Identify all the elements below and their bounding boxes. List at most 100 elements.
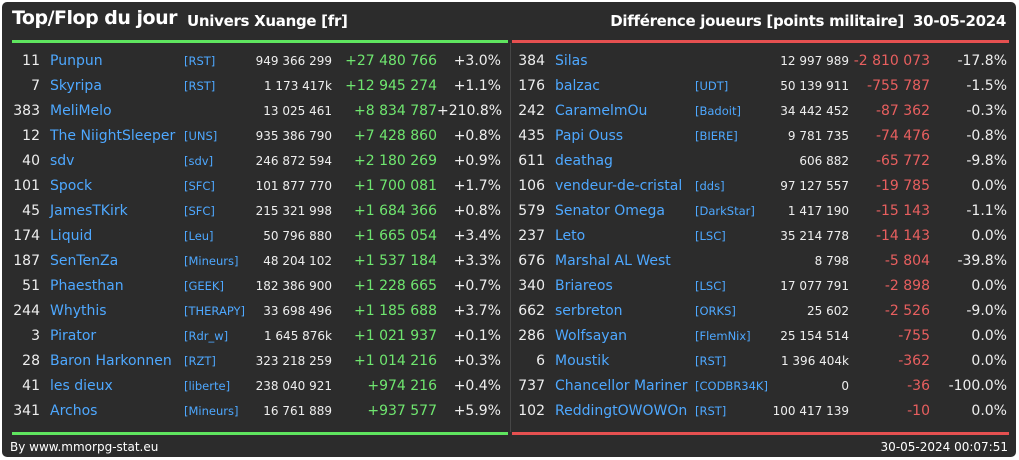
rank-cell: 676 [518, 253, 545, 269]
player-name-link[interactable]: Chancellor Mariner [555, 378, 688, 394]
alliance-tag-link[interactable]: [Badoit] [695, 104, 741, 118]
diff-cell: -362 [898, 353, 930, 369]
alliance-tag-link[interactable]: [CODBR34K] [695, 379, 768, 393]
top-row: 51 Phaesthan [GEEK] 182 386 900 +1 228 665 +0… [2, 274, 507, 299]
rank-cell: 435 [518, 128, 545, 144]
player-name-link[interactable]: vendeur-de-cristal [555, 178, 683, 194]
alliance-tag-link[interactable]: [dds] [695, 179, 725, 193]
points-cell: 17 077 791 [780, 279, 849, 293]
percent-cell: -100.0% [948, 378, 1007, 394]
diff-cell: -2 810 073 [853, 53, 930, 69]
top-row: 187 SenTenZa [Mineurs] 48 204 102 +1 537 184… [2, 249, 507, 274]
alliance-tag-link[interactable]: [Leu] [184, 229, 214, 243]
rank-cell: 341 [13, 403, 40, 419]
alliance-tag-link[interactable]: [LSC] [695, 279, 726, 293]
rank-cell: 237 [518, 228, 545, 244]
alliance-tag-link[interactable]: [Mineurs] [184, 254, 239, 268]
points-cell: 323 218 259 [255, 354, 332, 368]
alliance-tag-link[interactable]: [SFC] [184, 179, 215, 193]
player-name-link[interactable]: Wolfsayan [555, 328, 628, 344]
flop-row: 737 Chancellor Mariner [CODBR34K] 0 -36 -100.… [507, 374, 1012, 399]
alliance-tag-link[interactable]: [SFC] [184, 204, 215, 218]
alliance-tag-link[interactable]: [UDT] [695, 79, 729, 93]
rank-cell: 102 [518, 403, 545, 419]
diff-cell: +937 577 [367, 403, 437, 419]
player-name-link[interactable]: Punpun [50, 53, 103, 69]
alliance-tag-link[interactable]: [liberte] [184, 379, 231, 393]
player-name-link[interactable]: Moustik [555, 353, 610, 369]
player-name-link[interactable]: Papi Ouss [555, 128, 624, 144]
rank-cell: 611 [518, 153, 545, 169]
points-cell: 25 602 [807, 304, 849, 318]
points-cell: 949 366 299 [255, 54, 332, 68]
player-name-link[interactable]: The NiightSleeper [50, 128, 176, 144]
credit-link[interactable]: By www.mmorpg-stat.eu [10, 440, 159, 454]
top-row: 12 The NiightSleeper [UNS] 935 386 790 +7 42… [2, 124, 507, 149]
alliance-tag-link[interactable]: [LSC] [695, 229, 726, 243]
percent-cell: +3.4% [453, 228, 501, 244]
player-name-link[interactable]: Leto [555, 228, 586, 244]
player-name-link[interactable]: serbreton [555, 303, 623, 319]
player-name-link[interactable]: Skyripa [50, 78, 102, 94]
player-name-link[interactable]: MeliMelo [50, 103, 112, 119]
player-name-link[interactable]: Senator Omega [555, 203, 665, 219]
player-name-link[interactable]: Liquid [50, 228, 93, 244]
player-name-link[interactable]: Phaesthan [50, 278, 124, 294]
top-row: 341 Archos [Mineurs] 16 761 889 +937 577 +5.9… [2, 399, 507, 424]
flop-row: 611 deathag 606 882 -65 772 -9.8% [507, 149, 1012, 174]
player-name-link[interactable]: CaramelmOu [555, 103, 648, 119]
points-cell: 935 386 790 [255, 129, 332, 143]
player-name-link[interactable]: Marshal AL West [555, 253, 671, 269]
top-row: 28 Baron Harkonnen [RZT] 323 218 259 +1 014 … [2, 349, 507, 374]
player-name-link[interactable]: Archos [50, 403, 98, 419]
player-name-link[interactable]: balzac [555, 78, 600, 94]
alliance-tag-link[interactable]: [RST] [695, 354, 727, 368]
top-row: 41 les dieux [liberte] 238 040 921 +974 216 +… [2, 374, 507, 399]
player-name-link[interactable]: Spock [50, 178, 93, 194]
alliance-tag-link[interactable]: [FlemNix] [695, 329, 751, 343]
alliance-tag-link[interactable]: [BIERE] [695, 129, 738, 143]
alliance-tag-link[interactable]: [UNS] [184, 129, 218, 143]
points-cell: 25 154 514 [780, 329, 849, 343]
player-name-link[interactable]: Baron Harkonnen [50, 353, 172, 369]
flop-row: 237 Leto [LSC] 35 214 778 -14 143 0.0% [507, 224, 1012, 249]
player-name-link[interactable]: Whythis [50, 303, 107, 319]
rank-cell: 45 [22, 203, 40, 219]
rank-cell: 242 [518, 103, 545, 119]
alliance-tag-link[interactable]: [RZT] [184, 354, 216, 368]
player-name-link[interactable]: Briareos [555, 278, 613, 294]
rank-cell: 737 [518, 378, 545, 394]
points-cell: 48 204 102 [263, 254, 332, 268]
alliance-tag-link[interactable]: [DarkStar] [695, 204, 755, 218]
alliance-tag-link[interactable]: [RST] [184, 54, 216, 68]
player-name-link[interactable]: sdv [50, 153, 75, 169]
points-cell: 97 127 557 [780, 179, 849, 193]
player-name-link[interactable]: deathag [555, 153, 613, 169]
player-name-link[interactable]: ReddingtOWOWOn [555, 403, 688, 419]
alliance-tag-link[interactable]: [sdv] [184, 154, 214, 168]
diff-cell: -74 476 [875, 128, 930, 144]
percent-cell: 0.0% [971, 403, 1007, 419]
player-name-link[interactable]: JamesTKirk [50, 203, 128, 219]
points-cell: 34 442 452 [780, 104, 849, 118]
player-name-link[interactable]: les dieux [50, 378, 113, 394]
alliance-tag-link[interactable]: [Mineurs] [184, 404, 239, 418]
diff-cell: -15 143 [875, 203, 930, 219]
alliance-tag-link[interactable]: [ORKS] [695, 304, 736, 318]
rank-cell: 41 [22, 378, 40, 394]
player-name-link[interactable]: Pirator [50, 328, 97, 344]
diff-cell: +974 216 [367, 378, 437, 394]
alliance-tag-link[interactable]: [THERAPY] [184, 304, 246, 318]
diff-cell: -14 143 [875, 228, 930, 244]
alliance-tag-link[interactable]: [RST] [184, 79, 216, 93]
diff-cell: -65 772 [875, 153, 930, 169]
alliance-tag-link[interactable]: [Rdr_w] [184, 329, 229, 343]
alliance-tag-link[interactable]: [GEEK] [184, 279, 224, 293]
top-accent-bar-bottom [12, 432, 508, 435]
player-name-link[interactable]: Silas [555, 53, 588, 69]
percent-cell: +0.8% [453, 128, 501, 144]
rank-cell: 384 [518, 53, 545, 69]
player-name-link[interactable]: SenTenZa [50, 253, 119, 269]
alliance-tag-link[interactable]: [RST] [695, 404, 727, 418]
flop-row: 435 Papi Ouss [BIERE] 9 781 735 -74 476 -0.8% [507, 124, 1012, 149]
